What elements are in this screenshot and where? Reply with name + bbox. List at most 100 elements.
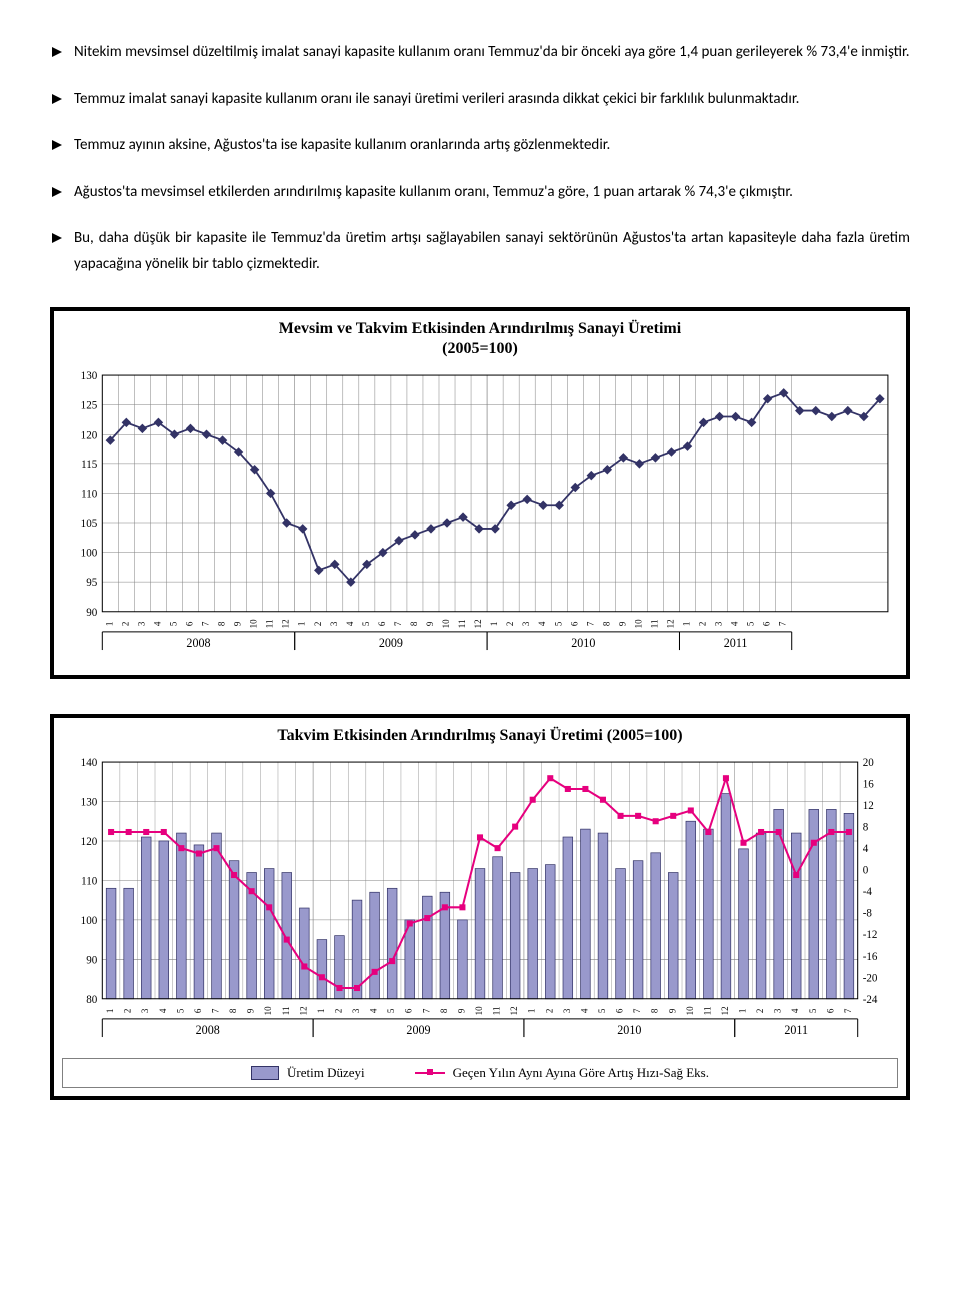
svg-text:130: 130 <box>81 797 98 809</box>
svg-text:8: 8 <box>228 1008 238 1013</box>
svg-text:4: 4 <box>730 621 740 626</box>
legend-line-label: Geçen Yılın Aynı Ayına Göre Artış Hızı-S… <box>453 1065 709 1081</box>
svg-text:5: 5 <box>746 621 756 626</box>
svg-text:4: 4 <box>152 621 162 626</box>
arrow-icon <box>50 136 64 162</box>
svg-text:2: 2 <box>698 621 708 626</box>
legend-bar-item: Üretim Düzeyi <box>251 1065 365 1081</box>
svg-text:7: 7 <box>201 621 211 626</box>
svg-text:110: 110 <box>81 488 98 500</box>
chart2-title: Takvim Etkisinden Arındırılmış Sanayi Ür… <box>62 726 898 746</box>
legend-line-item: Geçen Yılın Aynı Ayına Göre Artış Hızı-S… <box>415 1065 709 1081</box>
chart1-title: Mevsim ve Takvim Etkisinden Arındırılmış… <box>62 319 898 359</box>
svg-text:10: 10 <box>263 1006 273 1016</box>
svg-text:6: 6 <box>193 1008 203 1013</box>
arrow-icon <box>50 43 64 69</box>
svg-text:9: 9 <box>456 1008 466 1013</box>
svg-text:130: 130 <box>81 370 98 382</box>
svg-text:3: 3 <box>714 621 724 626</box>
svg-text:90: 90 <box>86 954 98 966</box>
svg-text:105: 105 <box>81 518 98 530</box>
svg-text:7: 7 <box>585 621 595 626</box>
svg-text:10: 10 <box>474 1006 484 1016</box>
svg-text:90: 90 <box>86 607 98 619</box>
svg-text:4: 4 <box>345 621 355 626</box>
svg-text:-8: -8 <box>863 908 873 920</box>
chart1-frame: Mevsim ve Takvim Etkisinden Arındırılmış… <box>50 307 910 679</box>
svg-text:1: 1 <box>297 622 307 627</box>
chart1-title-line2: (2005=100) <box>62 339 898 359</box>
svg-text:8: 8 <box>439 1008 449 1013</box>
svg-text:10: 10 <box>685 1006 695 1016</box>
svg-text:12: 12 <box>509 1006 519 1016</box>
svg-text:5: 5 <box>175 1008 185 1013</box>
chart2-plot: 8090100110120130140-24-20-16-12-8-404812… <box>62 752 898 1054</box>
svg-text:6: 6 <box>615 1008 625 1013</box>
svg-text:-24: -24 <box>863 994 878 1006</box>
svg-text:3: 3 <box>136 621 146 626</box>
svg-text:12: 12 <box>863 800 874 812</box>
chart1-title-line1: Mevsim ve Takvim Etkisinden Arındırılmış… <box>62 319 898 339</box>
svg-text:20: 20 <box>863 757 875 769</box>
svg-text:1: 1 <box>682 622 692 627</box>
svg-text:2010: 2010 <box>571 636 595 650</box>
bullet-item: Temmuz ayının aksine, Ağustos'ta ise kap… <box>50 133 910 162</box>
svg-text:1: 1 <box>738 1009 748 1014</box>
svg-text:1: 1 <box>316 1009 326 1014</box>
svg-text:6: 6 <box>762 621 772 626</box>
svg-text:2008: 2008 <box>196 1023 220 1037</box>
svg-text:11: 11 <box>265 619 275 628</box>
svg-text:5: 5 <box>361 621 371 626</box>
svg-text:110: 110 <box>81 876 98 888</box>
svg-text:11: 11 <box>702 1007 712 1016</box>
svg-text:11: 11 <box>457 619 467 628</box>
svg-text:9: 9 <box>246 1008 256 1013</box>
svg-text:120: 120 <box>81 429 98 441</box>
svg-text:6: 6 <box>825 1008 835 1013</box>
bullet-text: Bu, daha düşük bir kapasite ile Temmuz'd… <box>74 226 910 277</box>
svg-text:3: 3 <box>351 1008 361 1013</box>
svg-text:10: 10 <box>441 619 451 629</box>
svg-text:2: 2 <box>313 621 323 626</box>
svg-text:9: 9 <box>233 621 243 626</box>
svg-text:2: 2 <box>123 1008 133 1013</box>
arrow-icon <box>50 229 64 255</box>
svg-text:1: 1 <box>527 1009 537 1014</box>
svg-text:140: 140 <box>81 757 98 769</box>
svg-text:-4: -4 <box>863 886 873 898</box>
svg-text:12: 12 <box>473 619 483 629</box>
bullet-item: Temmuz imalat sanayi kapasite kullanım o… <box>50 87 910 116</box>
bullet-list: Nitekim mevsimsel düzeltilmiş imalat san… <box>50 40 910 277</box>
svg-text:10: 10 <box>249 619 259 629</box>
svg-text:9: 9 <box>617 621 627 626</box>
svg-text:8: 8 <box>601 621 611 626</box>
svg-text:9: 9 <box>425 621 435 626</box>
svg-text:7: 7 <box>632 1008 642 1013</box>
bullet-item: Bu, daha düşük bir kapasite ile Temmuz'd… <box>50 226 910 277</box>
svg-text:2: 2 <box>755 1008 765 1013</box>
legend-bar-swatch <box>251 1066 279 1080</box>
svg-text:7: 7 <box>393 621 403 626</box>
svg-text:1: 1 <box>489 622 499 627</box>
svg-text:8: 8 <box>650 1008 660 1013</box>
svg-text:3: 3 <box>773 1008 783 1013</box>
bullet-text: Ağustos'ta mevsimsel etkilerden arındırı… <box>74 180 910 206</box>
svg-text:2: 2 <box>505 621 515 626</box>
svg-text:5: 5 <box>553 621 563 626</box>
svg-text:2011: 2011 <box>724 636 748 650</box>
svg-text:4: 4 <box>369 1008 379 1013</box>
chart2-frame: Takvim Etkisinden Arındırılmış Sanayi Ür… <box>50 714 910 1100</box>
svg-text:4: 4 <box>158 1008 168 1013</box>
arrow-icon <box>50 183 64 209</box>
bullet-item: Ağustos'ta mevsimsel etkilerden arındırı… <box>50 180 910 209</box>
bullet-item: Nitekim mevsimsel düzeltilmiş imalat san… <box>50 40 910 69</box>
svg-text:2008: 2008 <box>186 636 210 650</box>
svg-text:7: 7 <box>421 1008 431 1013</box>
svg-text:5: 5 <box>808 1008 818 1013</box>
bullet-text: Temmuz imalat sanayi kapasite kullanım o… <box>74 87 910 113</box>
svg-text:-20: -20 <box>863 972 878 984</box>
svg-text:3: 3 <box>329 621 339 626</box>
svg-text:8: 8 <box>217 621 227 626</box>
svg-text:2: 2 <box>333 1008 343 1013</box>
legend-line-swatch <box>415 1072 445 1074</box>
